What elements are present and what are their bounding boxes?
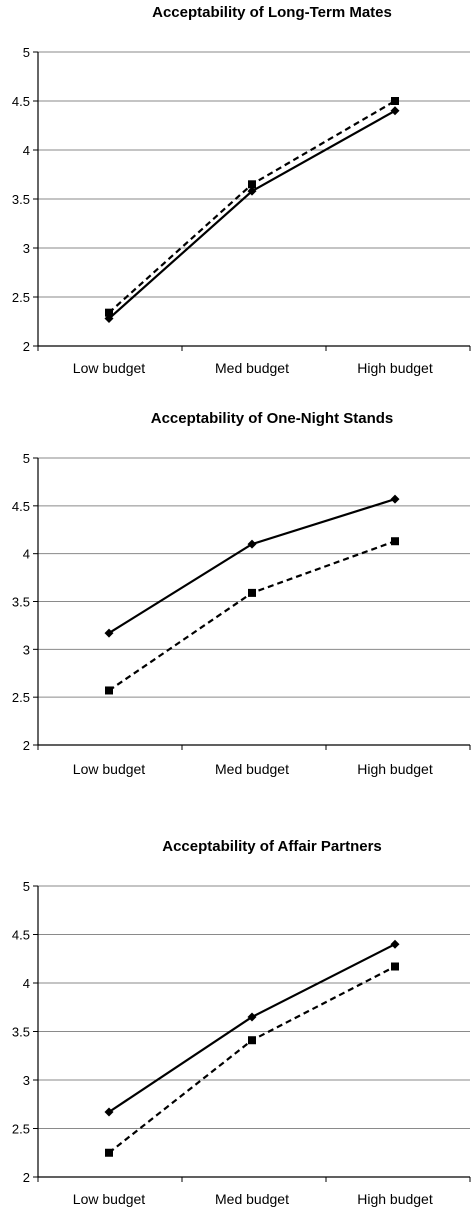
chart-2: Acceptability of One-Night Stands 2 2.5 3 3.…: [12, 410, 471, 777]
y-tick-label: 5: [23, 45, 30, 60]
data-point-square: [391, 962, 399, 971]
data-point-diamond: [247, 1012, 257, 1022]
series-line-solid: [108, 109, 396, 320]
y-tick-label: 4: [23, 143, 30, 158]
x-category-label: Med budget: [215, 1191, 289, 1207]
y-tick-label: 5: [23, 451, 30, 466]
data-point-diamond: [390, 939, 400, 949]
y-tick-label: 4.5: [12, 94, 30, 109]
chart-title: Acceptability of Long-Term Mates: [152, 4, 392, 21]
y-tick-label: 2.5: [12, 690, 30, 705]
chart-title: Acceptability of One-Night Stands: [151, 410, 394, 427]
chart-3: Acceptability of Affair Partners 2 2.5 3 3.5…: [12, 838, 471, 1207]
data-point-square: [248, 180, 256, 189]
y-tick-label: 2: [23, 339, 30, 354]
data-point-diamond: [104, 628, 114, 638]
y-tick-label: 5: [23, 879, 30, 894]
data-point-square: [105, 308, 113, 317]
data-point-square: [105, 686, 113, 695]
x-category-label: Low budget: [73, 761, 146, 777]
data-point-square: [391, 97, 399, 105]
y-tick-label: 3.5: [12, 1025, 30, 1040]
x-category-label: Low budget: [73, 1191, 146, 1207]
y-tick-label: 4: [23, 976, 30, 991]
data-point-square: [391, 537, 399, 546]
y-tick-label: 2: [23, 1170, 30, 1185]
data-point-diamond: [104, 1107, 114, 1117]
chart-title: Acceptability of Affair Partners: [162, 838, 382, 855]
series-line-solid: [108, 498, 396, 635]
y-tick-label: 4: [23, 547, 30, 562]
data-point-diamond: [390, 494, 400, 504]
data-point-square: [248, 1036, 256, 1045]
data-point-diamond: [247, 539, 257, 549]
x-category-label: High budget: [357, 761, 433, 777]
y-tick-label: 4.5: [12, 499, 30, 514]
x-category-label: High budget: [357, 1191, 433, 1207]
series-line-dashed: [108, 540, 396, 692]
x-category-label: Med budget: [215, 360, 289, 376]
data-point-square: [105, 1148, 113, 1157]
chart-1: Acceptability of Long-Term Mates 2 2.5 3 3.5…: [12, 4, 471, 376]
y-tick-label: 3: [23, 241, 30, 256]
series-line-solid: [108, 943, 396, 1113]
y-tick-label: 3: [23, 642, 30, 657]
data-point-diamond: [247, 186, 257, 196]
data-point-square: [248, 588, 256, 597]
x-category-label: High budget: [357, 360, 433, 376]
data-point-diamond: [390, 106, 400, 116]
y-tick-label: 4.5: [12, 928, 30, 943]
y-tick-label: 3.5: [12, 192, 30, 207]
y-tick-label: 2.5: [12, 1122, 30, 1137]
x-category-label: Med budget: [215, 761, 289, 777]
y-tick-label: 2.5: [12, 290, 30, 305]
y-tick-label: 3.5: [12, 595, 30, 610]
y-tick-label: 3: [23, 1073, 30, 1088]
y-tick-label: 2: [23, 738, 30, 753]
series-line-dashed: [108, 965, 396, 1154]
x-category-label: Low budget: [73, 360, 146, 376]
